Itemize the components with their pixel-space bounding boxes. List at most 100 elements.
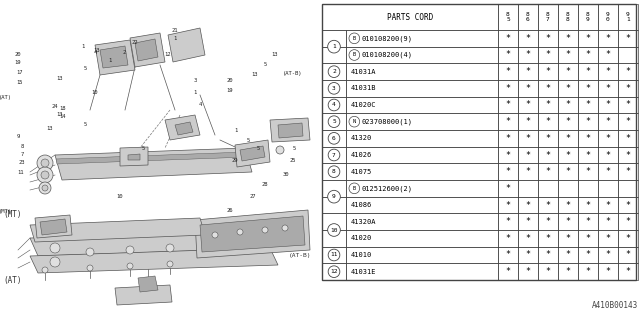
Text: *: * [506,117,511,126]
Text: 1: 1 [108,58,111,62]
Text: 010108200(4): 010108200(4) [361,52,412,58]
Text: *: * [586,150,591,159]
Bar [598,213,618,230]
Bar [578,30,598,47]
Bar [518,247,538,263]
Bar [518,230,538,247]
Circle shape [276,146,284,154]
Polygon shape [130,33,165,67]
Bar [322,230,346,247]
Bar [498,97,518,113]
Text: *: * [605,251,611,260]
Text: *: * [625,217,630,226]
Bar [322,213,346,230]
Text: 2: 2 [332,69,336,74]
Text: (AT-B): (AT-B) [284,71,303,76]
Text: *: * [586,167,591,176]
Bar [538,230,558,247]
Bar [498,230,518,247]
Text: 8
9: 8 9 [586,12,590,22]
Text: 4: 4 [332,102,336,108]
Polygon shape [30,230,278,256]
Text: 41010: 41010 [351,252,372,258]
Text: 12: 12 [164,52,172,58]
Bar [558,247,578,263]
Polygon shape [30,248,278,273]
Text: *: * [605,51,611,60]
Bar [558,180,578,197]
Text: 30: 30 [283,172,289,177]
Bar [346,47,498,63]
Polygon shape [30,218,205,242]
Bar [322,4,636,280]
Bar [598,263,618,280]
Bar [346,147,498,163]
Text: 14: 14 [60,115,67,119]
Polygon shape [270,118,310,142]
Text: 28: 28 [262,182,268,188]
Text: 010108200(9): 010108200(9) [361,35,412,42]
Bar [558,4,578,30]
Bar [498,130,518,147]
Text: *: * [586,67,591,76]
Text: *: * [566,267,570,276]
Text: *: * [605,117,611,126]
Bar [558,80,578,97]
Bar [498,180,518,197]
Bar [598,147,618,163]
Text: *: * [625,34,630,43]
Circle shape [237,229,243,235]
Polygon shape [168,28,205,62]
Text: *: * [506,234,511,243]
Text: *: * [545,34,550,43]
Bar [558,63,578,80]
Polygon shape [175,122,193,135]
Text: *: * [586,251,591,260]
Bar [322,163,346,180]
Circle shape [349,183,360,194]
Text: *: * [525,234,531,243]
Bar [538,47,558,63]
Bar [498,263,518,280]
Bar [346,197,498,213]
Bar [618,30,638,47]
Circle shape [328,166,340,178]
Text: *: * [605,167,611,176]
Text: 8
8: 8 8 [566,12,570,22]
Text: 24: 24 [52,105,58,109]
Text: 13: 13 [252,71,259,76]
Text: 11: 11 [330,252,338,258]
Text: 27: 27 [250,194,256,198]
Bar [558,113,578,130]
Text: *: * [525,51,531,60]
Text: *: * [566,100,570,109]
Bar [518,180,538,197]
Bar [618,147,638,163]
Bar [618,247,638,263]
Bar [538,130,558,147]
Polygon shape [120,147,148,166]
Bar [498,30,518,47]
Text: 41075: 41075 [351,169,372,175]
Text: 1: 1 [332,44,336,49]
Text: 9
0: 9 0 [606,12,610,22]
Text: *: * [545,117,550,126]
Bar [346,213,498,230]
Text: *: * [506,100,511,109]
Bar [598,80,618,97]
Text: *: * [605,217,611,226]
Text: *: * [545,150,550,159]
Text: 17: 17 [17,69,23,75]
Text: 7: 7 [20,151,24,156]
Bar [538,30,558,47]
Text: *: * [566,134,570,143]
Text: 5: 5 [257,146,260,150]
Text: (AT): (AT) [4,276,22,284]
Bar [518,80,538,97]
Text: *: * [545,251,550,260]
Circle shape [328,249,340,261]
Circle shape [166,244,174,252]
Bar [498,63,518,80]
Bar [578,113,598,130]
Circle shape [37,155,53,171]
